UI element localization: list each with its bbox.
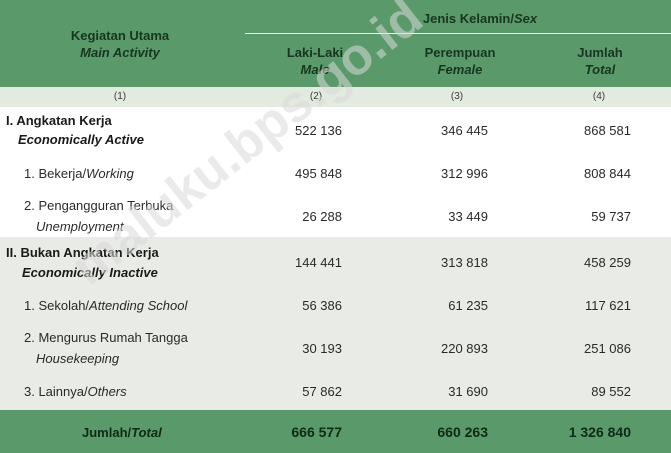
col-number-3: (3) [450,91,464,102]
row-label: 3. Lainnya/Others [24,384,127,399]
cell-total: 251 086 [584,341,631,356]
table-header [0,0,671,87]
header-male: Laki-Laki Male [286,45,344,77]
row-label-en: Unemployment [36,219,124,234]
header-divider [245,33,671,34]
cell-female: 220 893 [441,341,488,356]
cell-female: 312 996 [441,166,488,181]
cell-male: 56 386 [302,298,342,313]
footer-male: 666 577 [291,424,342,440]
col-number-4: (4) [592,91,606,102]
cell-female: 61 235 [448,298,488,313]
cell-total: 458 259 [584,255,631,270]
col-number-1: (1) [113,91,127,102]
footer-total: 1 326 840 [568,424,631,440]
cell-female: 31 690 [448,384,488,399]
header-total: Jumlah Total [577,45,623,77]
row-label: 2. Mengurus Rumah Tangga [24,330,188,345]
row-label-en: Economically Inactive [22,265,158,280]
cell-total: 868 581 [584,123,631,138]
row-label: 1. Sekolah/Attending School [24,298,188,313]
footer-female: 660 263 [437,424,488,440]
column-number-row [0,87,671,107]
cell-male: 26 288 [302,209,342,224]
row-label: 1. Bekerja/Working [24,166,134,181]
cell-total: 808 844 [584,166,631,181]
cell-total: 117 621 [584,298,631,313]
row-label: II. Bukan Angkatan Kerja [6,245,159,260]
section-band-inactive [0,237,671,410]
row-label-en: Economically Active [18,132,144,147]
table-footer [0,410,671,453]
cell-total: 59 737 [591,209,631,224]
cell-male: 30 193 [302,341,342,356]
cell-male: 57 862 [302,384,342,399]
footer-label: Jumlah/Total [82,425,162,440]
cell-total: 89 552 [591,384,631,399]
row-label-en: Housekeeping [36,351,120,366]
header-sex: Jenis Kelamin/Sex [422,11,538,26]
cell-male: 144 441 [295,255,342,270]
cell-female: 33 449 [448,209,488,224]
cell-male: 495 848 [295,166,342,181]
row-label: 2. Pengangguran Terbuka [24,198,174,213]
cell-male: 522 136 [295,123,342,138]
header-female: Perempuan Female [424,45,496,77]
cell-female: 313 818 [441,255,488,270]
col-number-2: (2) [309,91,323,102]
row-label: I. Angkatan Kerja [6,113,112,128]
header-activity: Kegiatan Utama Main Activity [70,28,170,60]
cell-female: 346 445 [441,123,488,138]
